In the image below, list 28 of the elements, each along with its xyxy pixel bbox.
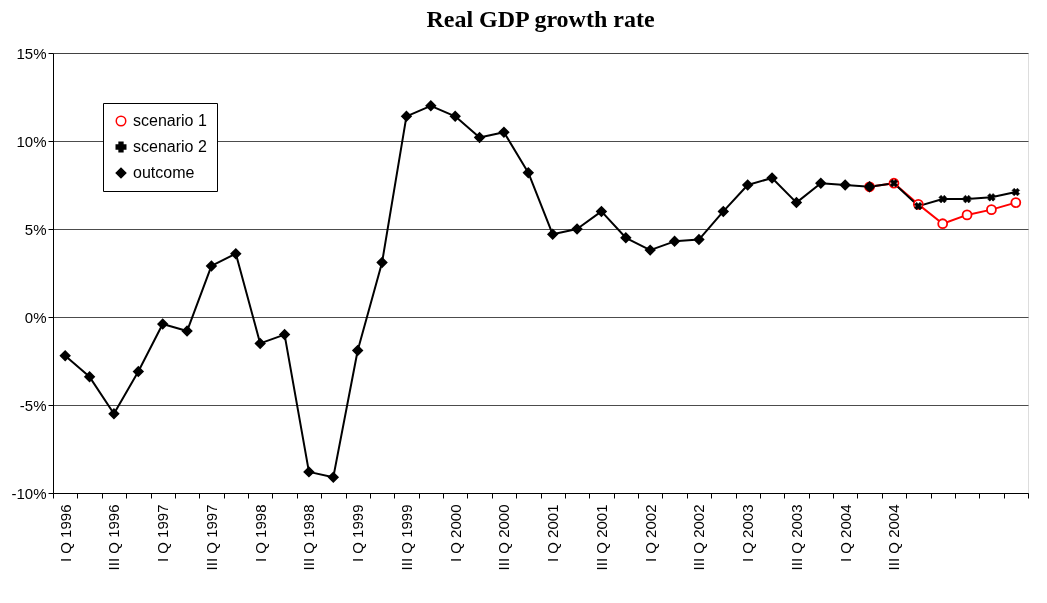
x-tick-label: III Q 2003 xyxy=(787,504,805,571)
x-tick-label: III Q 2001 xyxy=(592,504,610,571)
x-tick-label: III Q 2004 xyxy=(885,504,903,571)
x-tick-label: III Q 1997 xyxy=(202,504,220,571)
y-tick-label: -10% xyxy=(11,484,47,502)
x-tick-label: I Q 2003 xyxy=(739,504,757,563)
y-tick-label: 5% xyxy=(24,220,47,238)
x-tick-label: I Q 2004 xyxy=(836,504,854,563)
x-tick-label: III Q 1996 xyxy=(105,504,123,571)
x-tick-label: I Q 1998 xyxy=(251,504,269,563)
x-tick-label: I Q 2002 xyxy=(641,504,659,563)
x-tick-label: I Q 2000 xyxy=(446,504,464,563)
x-tick-label: III Q 2000 xyxy=(495,504,513,571)
x-tick-label: III Q 2002 xyxy=(690,504,708,571)
y-tick-label: 10% xyxy=(16,132,47,150)
x-tick-label: III Q 1998 xyxy=(300,504,318,571)
x-tick-label: I Q 2001 xyxy=(544,504,562,563)
x-tick-label: I Q 1996 xyxy=(56,504,74,563)
x-tick-label: III Q 1999 xyxy=(397,504,415,571)
y-tick-label: 15% xyxy=(16,44,47,62)
legend-label: scenario 1 xyxy=(133,112,207,129)
x-tick-label: I Q 1997 xyxy=(154,504,172,563)
y-tick-label: 0% xyxy=(24,308,47,326)
legend-label: outcome xyxy=(133,164,195,181)
y-tick-label: -5% xyxy=(19,396,47,414)
legend-label: scenario 2 xyxy=(133,138,207,155)
chart-title: Real GDP growth rate xyxy=(426,6,655,32)
x-tick-label: I Q 1999 xyxy=(349,504,367,563)
